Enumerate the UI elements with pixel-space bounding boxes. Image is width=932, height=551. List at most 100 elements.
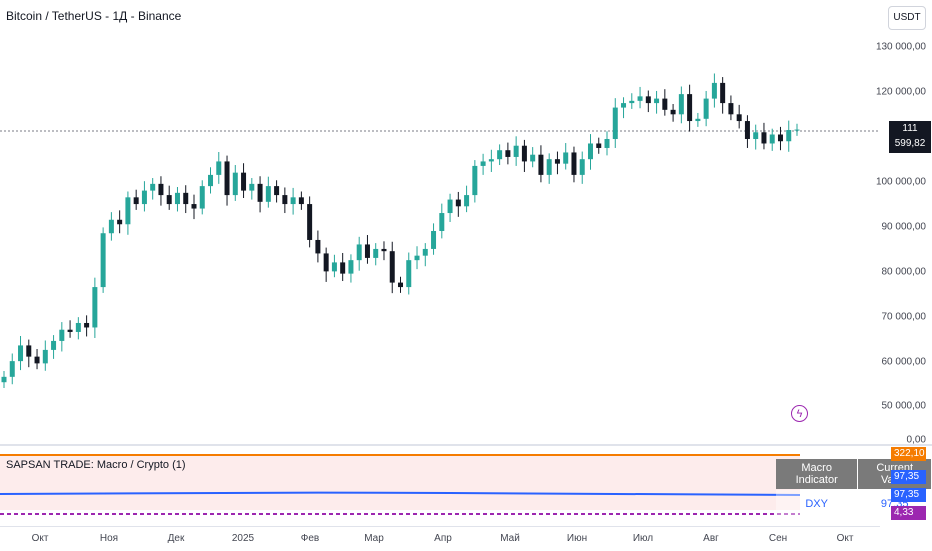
candle-body <box>703 98 709 119</box>
candle-body <box>191 204 197 209</box>
last-price-label: 111 599,82 23:20:39 <box>889 121 931 164</box>
candle-body <box>439 213 445 231</box>
pane-divider[interactable] <box>0 444 932 446</box>
candle-body <box>513 145 519 157</box>
candle-body <box>505 150 511 157</box>
candle-body <box>563 152 569 164</box>
candle-body <box>538 154 544 175</box>
candle-body <box>92 287 98 328</box>
time-tick: Фев <box>300 533 320 544</box>
price-tick: 100 000,00 <box>875 176 926 188</box>
candle-body <box>274 186 280 196</box>
time-tick: Сен <box>768 533 788 544</box>
candle-body <box>183 192 189 205</box>
candle-body <box>84 322 90 328</box>
candle-body <box>216 161 222 175</box>
candle-body <box>26 345 32 357</box>
candle-body <box>67 329 73 332</box>
lightning-icon[interactable]: ϟ <box>791 405 808 422</box>
candle-body <box>678 94 684 115</box>
candle-body <box>51 340 57 350</box>
candle-body <box>662 98 668 110</box>
candle-body <box>125 197 131 225</box>
time-tick: Июл <box>632 533 654 544</box>
candle-body <box>455 199 461 207</box>
time-tick: Май <box>500 533 520 544</box>
candle-body <box>224 161 230 196</box>
time-tick: Окт <box>836 533 854 544</box>
candle-body <box>736 114 742 122</box>
price-tick: 0,00 <box>906 434 926 446</box>
candle-body <box>472 165 478 196</box>
candle-body <box>199 186 205 209</box>
candle-body <box>331 262 337 272</box>
candle-body <box>744 121 750 139</box>
time-tick: Ноя <box>99 533 119 544</box>
price-tick: 50 000,00 <box>881 400 927 412</box>
blue-series-line <box>0 491 801 496</box>
candle-body <box>249 183 255 191</box>
candle-body <box>141 190 147 205</box>
candle-body <box>232 172 238 196</box>
candle-body <box>571 152 577 175</box>
time-tick: Окт <box>31 533 49 544</box>
candle-body <box>100 233 106 288</box>
candle-body <box>604 138 610 148</box>
candle-body <box>18 345 24 362</box>
candle-body <box>364 244 370 258</box>
candle-body <box>108 219 114 234</box>
table-header-indicator: Macro Indicator <box>776 459 858 489</box>
candle-body <box>464 195 470 207</box>
indicator-tag-blue: 97,35 <box>891 470 926 484</box>
candle-body <box>621 103 627 108</box>
time-tick: Авг <box>703 533 719 544</box>
candle-body <box>488 159 494 162</box>
candle-body <box>480 161 486 166</box>
candle-body <box>315 239 321 254</box>
candle-body <box>381 248 387 252</box>
candle-body <box>398 282 403 288</box>
candle-body <box>150 183 156 191</box>
candle-body <box>447 199 453 214</box>
candle-body <box>753 132 759 139</box>
candle-body <box>282 195 288 205</box>
indicator-title[interactable]: SAPSAN TRADE: Macro / Crypto (1) <box>6 459 186 471</box>
price-tick: 80 000,00 <box>881 266 927 278</box>
indicator-tag-purple: 4,33 <box>891 506 926 520</box>
candle-body <box>158 183 164 196</box>
candle-body <box>637 96 643 101</box>
candle-body <box>348 260 354 274</box>
candle-body <box>786 130 792 142</box>
candle-body <box>257 183 263 202</box>
countdown-timer: 23:20:39 <box>890 153 930 164</box>
time-tick: Мар <box>364 533 384 544</box>
candle-body <box>373 248 379 258</box>
candle-body <box>587 143 593 160</box>
candle-body <box>629 100 635 104</box>
price-chart[interactable] <box>0 0 880 440</box>
candle-body <box>307 204 313 240</box>
price-axis[interactable]: 130 000,00 120 000,00 100 000,00 90 000,… <box>876 0 932 550</box>
price-tick: 60 000,00 <box>881 356 927 368</box>
time-tick: 2025 <box>231 533 255 544</box>
candle-body <box>596 143 602 148</box>
candle-body <box>497 150 503 160</box>
candle-body <box>431 230 437 249</box>
candle-body <box>174 192 180 205</box>
candle-body <box>654 98 660 104</box>
time-axis[interactable]: Окт Ноя Дек 2025 Фев Мар Апр Май Июн Июл… <box>0 526 880 551</box>
candle-body <box>389 251 395 283</box>
last-price-value: 111 599,82 <box>894 123 926 149</box>
price-tick: 120 000,00 <box>875 86 926 98</box>
currency-button[interactable]: USDT <box>888 6 926 30</box>
indicator-pane[interactable] <box>0 446 880 526</box>
candle-body <box>414 255 420 261</box>
time-tick: Дек <box>167 533 185 544</box>
candle-body <box>761 132 767 144</box>
candle-body <box>521 145 527 162</box>
candle-body <box>794 129 800 131</box>
candle-body <box>34 356 40 364</box>
time-tick: Июн <box>566 533 588 544</box>
candle-body <box>728 103 734 115</box>
chart-title: Bitcoin / TetherUS - 1Д - Binance <box>6 9 182 23</box>
